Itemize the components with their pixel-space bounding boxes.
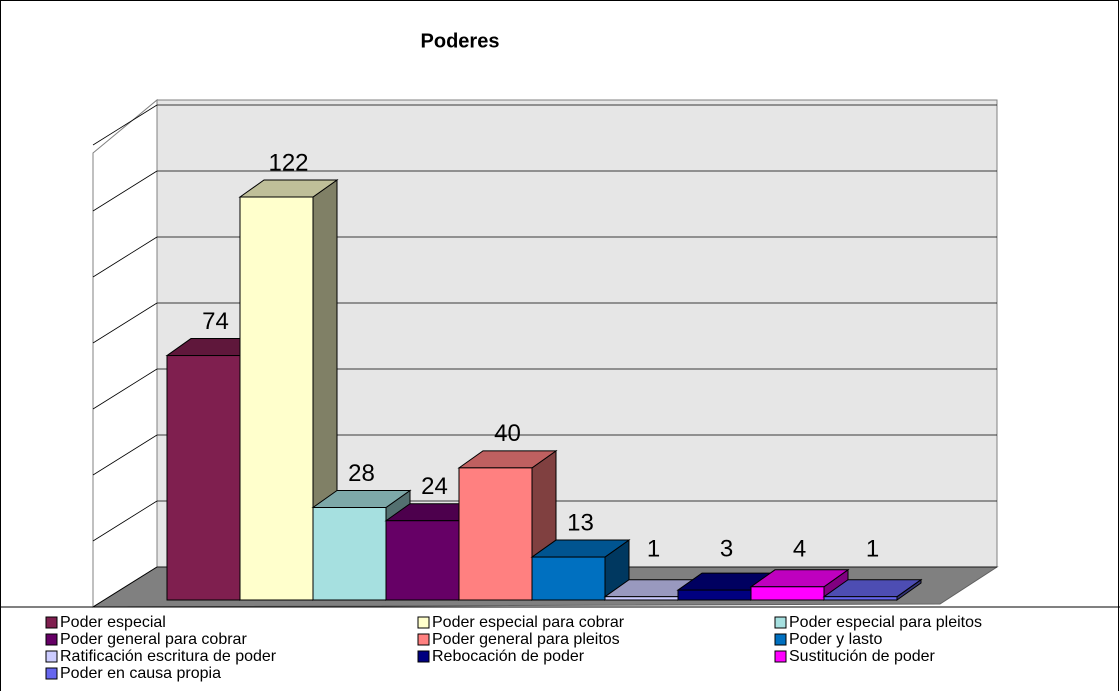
- legend-label: Poder y lasto: [789, 631, 882, 648]
- legend-swatch: [417, 616, 430, 629]
- value-label: 1: [866, 535, 879, 562]
- legend-label: Poder especial para pleitos: [789, 614, 982, 631]
- value-label: 74: [202, 308, 229, 335]
- bar-front: [531, 556, 606, 601]
- value-label: 24: [421, 473, 448, 500]
- legend-label: Poder especial: [60, 614, 166, 631]
- value-label: 13: [567, 509, 594, 536]
- side-wall: [92, 98, 158, 608]
- legend-label: Poder en causa propia: [60, 665, 221, 682]
- legend-swatch: [774, 650, 787, 663]
- side-grid-line: [92, 368, 158, 410]
- bar: [822, 578, 923, 601]
- bar: [749, 568, 850, 601]
- legend-label: Rebocación de poder: [432, 648, 585, 665]
- legend-label: Poder general para cobrar: [60, 631, 247, 648]
- side-grid-line: [92, 170, 158, 212]
- bar-front: [312, 507, 387, 601]
- value-label: 1: [647, 535, 660, 562]
- side-grid-line: [92, 236, 158, 278]
- side-grid-line: [92, 500, 158, 542]
- legend-swatch: [45, 667, 58, 680]
- side-grid-line: [92, 434, 158, 476]
- legend-swatch: [774, 633, 787, 646]
- side-grid-line: [92, 104, 158, 146]
- bar-front: [239, 196, 314, 601]
- legend-label: Poder general para pleitos: [432, 631, 620, 648]
- bar-front: [385, 520, 460, 601]
- legend-label: Ratificación escritura de poder: [60, 648, 277, 665]
- side-grid-line: [92, 566, 158, 608]
- bar-front: [677, 589, 752, 601]
- bar-front: [750, 586, 825, 601]
- legend-swatch: [45, 616, 58, 629]
- bar: [530, 539, 631, 601]
- bar-front: [823, 596, 898, 601]
- legend-swatch: [45, 633, 58, 646]
- value-label: 28: [348, 460, 375, 487]
- bar-front: [458, 467, 533, 601]
- chart-title: Poderes: [421, 30, 500, 52]
- legend-label: Poder especial para cobrar: [432, 614, 625, 631]
- legend-swatch: [417, 633, 430, 646]
- side-grid-line: [92, 302, 158, 344]
- legend-swatch: [417, 650, 430, 663]
- bar-front: [166, 355, 241, 601]
- value-label: 122: [268, 149, 308, 176]
- legend: Poder especial Poder especial para cobrar…: [45, 614, 982, 682]
- value-label: 3: [720, 535, 733, 562]
- legend-swatch: [774, 616, 787, 629]
- value-label: 4: [793, 535, 806, 562]
- value-label: 40: [494, 420, 521, 447]
- bar-front: [604, 596, 679, 601]
- legend-swatch: [45, 650, 58, 663]
- legend-label: Sustitución de poder: [789, 648, 936, 665]
